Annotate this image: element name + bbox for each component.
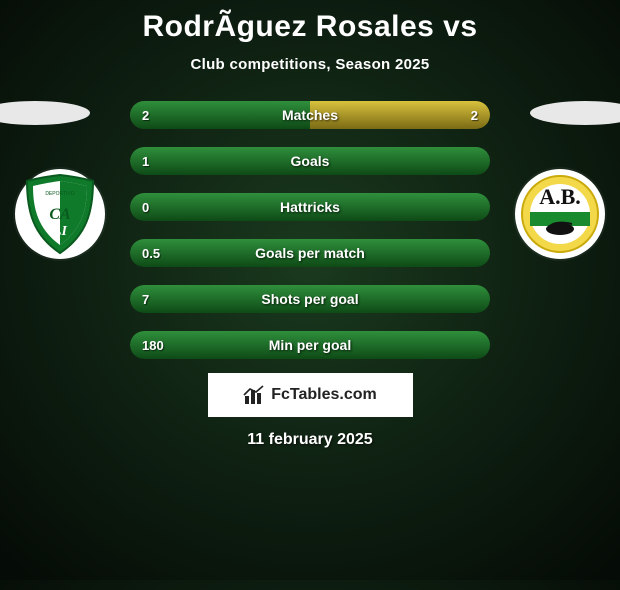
page-title: RodrÃ­guez Rosales vs <box>0 10 620 44</box>
bar-label: Matches <box>130 107 490 123</box>
round-badge-icon: A.B. <box>520 174 600 254</box>
branding-text: FcTables.com <box>271 386 377 404</box>
svg-text:CA: CA <box>49 206 71 223</box>
comparison-stage: CA LI DEPORTIVO A.B. 22Matches1Goa <box>0 101 620 359</box>
left-disc-decoration <box>0 101 90 125</box>
stat-bar: 22Matches <box>130 101 490 129</box>
date-label: 11 february 2025 <box>0 431 620 449</box>
branding-box: FcTables.com <box>208 373 413 417</box>
bar-label: Goals per match <box>130 245 490 261</box>
stat-bars: 22Matches 1Goals 0Hattricks 0.5Goals per ma… <box>130 101 490 359</box>
stat-bar: 0Hattricks <box>130 193 490 221</box>
stat-bar: 7Shots per goal <box>130 285 490 313</box>
left-team-column: CA LI DEPORTIVO <box>0 101 120 259</box>
svg-text:LI: LI <box>52 224 68 239</box>
shield-icon: CA LI DEPORTIVO <box>23 173 97 255</box>
stat-bar: 1Goals <box>130 147 490 175</box>
bar-label: Goals <box>130 153 490 169</box>
stat-bar: 180Min per goal <box>130 331 490 359</box>
bar-label: Min per goal <box>130 337 490 353</box>
svg-text:DEPORTIVO: DEPORTIVO <box>45 191 74 197</box>
svg-text:A.B.: A.B. <box>539 184 581 209</box>
right-team-badge: A.B. <box>515 169 605 259</box>
bar-chart-icon <box>243 384 265 406</box>
bar-label: Shots per goal <box>130 291 490 307</box>
left-team-badge: CA LI DEPORTIVO <box>15 169 105 259</box>
bar-label: Hattricks <box>130 199 490 215</box>
stat-bar: 0.5Goals per match <box>130 239 490 267</box>
right-team-column: A.B. <box>500 101 620 259</box>
right-disc-decoration <box>530 101 620 125</box>
page-subtitle: Club competitions, Season 2025 <box>0 56 620 73</box>
